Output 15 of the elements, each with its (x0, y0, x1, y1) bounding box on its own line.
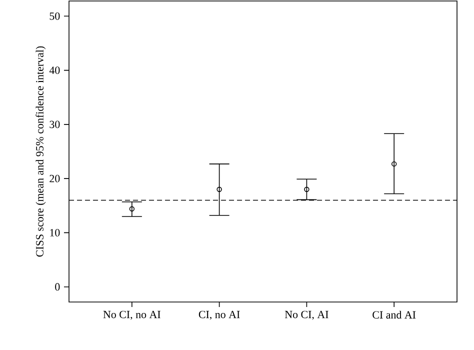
y-tick-label: 20 (50, 174, 60, 182)
x-tick-label: No CI, AI (284, 310, 328, 320)
point (391, 161, 397, 167)
x-tick-label: CI, no AI (198, 310, 240, 320)
y-tick-label: 40 (49, 66, 60, 74)
y-tick-label: 30 (50, 120, 60, 128)
point (304, 186, 310, 192)
x-tick-label: CI and AI (372, 310, 416, 319)
y-tick-label: 0 (55, 283, 60, 291)
y-tick-label: 10 (50, 229, 60, 236)
y-tick-label: 50 (50, 12, 60, 20)
point (216, 186, 222, 192)
x-tick-label: No CI, no AI (103, 310, 160, 320)
point (129, 206, 135, 212)
y-axis-title: CISS score (mean and 95% confidence interval) (36, 46, 46, 257)
